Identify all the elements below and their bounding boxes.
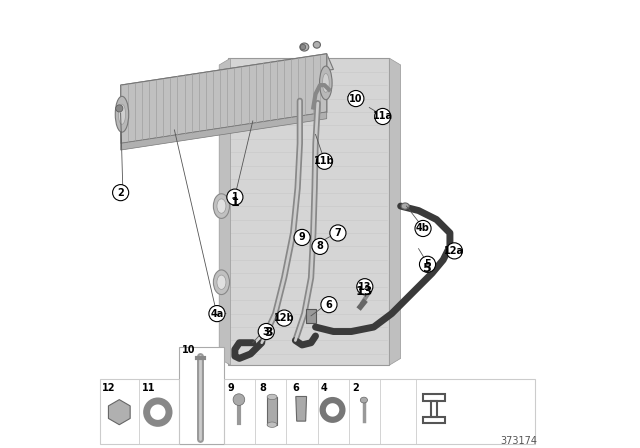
Bar xyxy=(267,397,277,425)
Polygon shape xyxy=(228,58,389,365)
Circle shape xyxy=(330,225,346,241)
Text: 8: 8 xyxy=(260,383,266,392)
Text: 7: 7 xyxy=(335,228,341,238)
Ellipse shape xyxy=(217,199,226,213)
Text: 5: 5 xyxy=(423,262,432,276)
Circle shape xyxy=(294,229,310,246)
Text: 1: 1 xyxy=(230,196,239,209)
Circle shape xyxy=(446,243,463,259)
Polygon shape xyxy=(423,394,445,423)
Circle shape xyxy=(415,220,431,237)
Circle shape xyxy=(113,185,129,201)
Text: 3: 3 xyxy=(263,327,269,336)
Polygon shape xyxy=(121,112,327,150)
Text: 2: 2 xyxy=(117,188,124,198)
Circle shape xyxy=(312,238,328,254)
Circle shape xyxy=(209,306,225,322)
Ellipse shape xyxy=(267,394,277,400)
Text: 1: 1 xyxy=(232,192,238,202)
Ellipse shape xyxy=(323,73,329,92)
Polygon shape xyxy=(121,54,333,101)
Circle shape xyxy=(323,400,342,420)
Text: 6: 6 xyxy=(292,383,299,392)
Text: 12a: 12a xyxy=(444,246,465,256)
Bar xyxy=(100,379,535,444)
Polygon shape xyxy=(296,396,307,421)
Ellipse shape xyxy=(447,247,457,255)
Text: 13: 13 xyxy=(358,282,372,292)
Ellipse shape xyxy=(213,194,230,218)
Circle shape xyxy=(374,108,391,125)
Text: 12b: 12b xyxy=(274,313,294,323)
Text: 9: 9 xyxy=(228,383,235,392)
Circle shape xyxy=(316,153,333,169)
Circle shape xyxy=(419,256,436,272)
Polygon shape xyxy=(220,58,230,365)
Ellipse shape xyxy=(300,43,309,51)
Circle shape xyxy=(227,189,243,205)
Ellipse shape xyxy=(360,397,367,403)
Ellipse shape xyxy=(213,270,230,295)
Circle shape xyxy=(321,297,337,313)
Ellipse shape xyxy=(217,275,226,289)
Text: 6: 6 xyxy=(326,300,332,310)
Ellipse shape xyxy=(115,96,129,132)
Ellipse shape xyxy=(118,104,125,125)
Bar xyxy=(179,347,224,444)
Circle shape xyxy=(356,279,373,295)
Circle shape xyxy=(348,90,364,107)
Text: 8: 8 xyxy=(317,241,323,251)
Ellipse shape xyxy=(319,66,332,100)
Circle shape xyxy=(147,401,169,423)
Ellipse shape xyxy=(401,203,409,209)
Text: 11: 11 xyxy=(142,383,156,392)
Text: 5: 5 xyxy=(424,259,431,269)
Text: 12: 12 xyxy=(102,383,115,392)
Ellipse shape xyxy=(267,422,277,427)
Circle shape xyxy=(300,44,306,50)
Text: 11a: 11a xyxy=(372,112,393,121)
Circle shape xyxy=(276,310,292,326)
Text: 9: 9 xyxy=(299,233,305,242)
Text: 11b: 11b xyxy=(314,156,335,166)
Bar xyxy=(306,309,316,323)
Text: 4: 4 xyxy=(321,383,328,392)
Polygon shape xyxy=(121,54,327,143)
Text: 4a: 4a xyxy=(211,309,223,319)
Text: 4b: 4b xyxy=(416,224,430,233)
Ellipse shape xyxy=(314,42,321,48)
Text: 3: 3 xyxy=(264,326,273,339)
Circle shape xyxy=(116,105,123,112)
Text: 10: 10 xyxy=(349,94,363,103)
Text: 13: 13 xyxy=(355,284,372,298)
Circle shape xyxy=(258,323,275,340)
Text: 373174: 373174 xyxy=(500,436,538,446)
Text: 10: 10 xyxy=(182,345,196,355)
Text: 2: 2 xyxy=(353,383,359,392)
Circle shape xyxy=(233,394,244,405)
Polygon shape xyxy=(389,58,401,365)
